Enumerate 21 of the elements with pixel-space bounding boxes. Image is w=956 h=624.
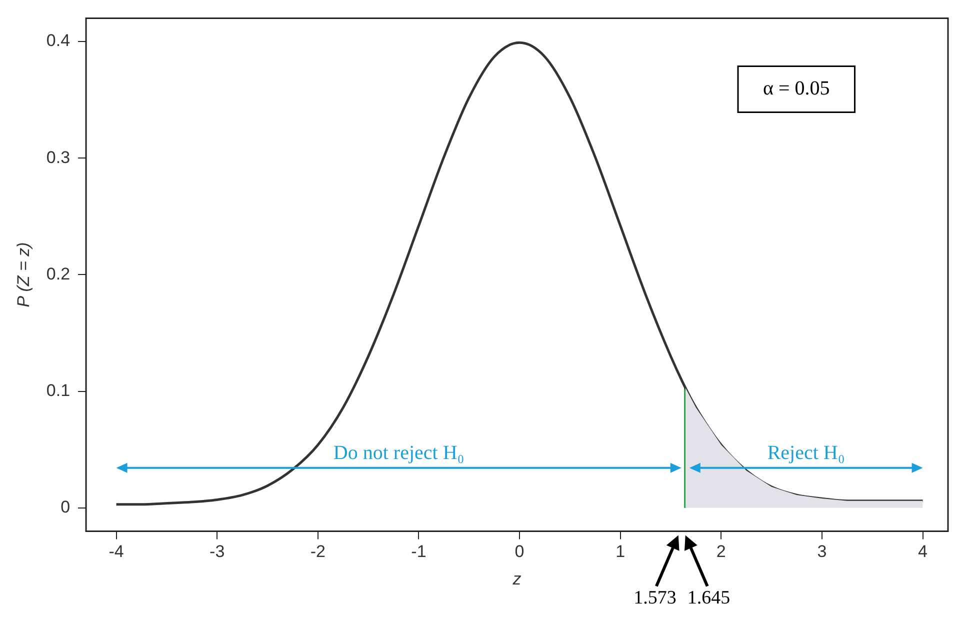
x-tick-label: -2	[310, 542, 326, 562]
x-tick-label: 3	[817, 542, 827, 562]
x-tick-label: -1	[411, 542, 426, 562]
y-tick-label: 0.2	[46, 264, 70, 284]
y-tick-label: 0.1	[46, 380, 70, 400]
y-tick-label: 0.3	[46, 148, 70, 167]
text: 1.573	[634, 588, 676, 609]
x-tick-label: 4	[918, 542, 928, 562]
annotation: α = 0.05	[762, 77, 830, 100]
text: 1.645	[687, 588, 730, 609]
y-axis-title: P (Z = z)	[14, 242, 33, 308]
x-tick-label: -4	[108, 542, 124, 562]
x-tick-label: -3	[210, 542, 225, 562]
x-tick-label: 2	[716, 542, 726, 562]
x-axis-title: z	[512, 570, 522, 589]
x-tick-label: 0	[514, 542, 524, 562]
annotation: Do not reject H₀	[333, 442, 464, 464]
x-tick-label: 1	[616, 542, 626, 562]
annotation: Reject H₀	[767, 442, 845, 464]
y-tick-label: 0	[60, 498, 70, 517]
y-tick-label: 0.4	[46, 31, 70, 50]
